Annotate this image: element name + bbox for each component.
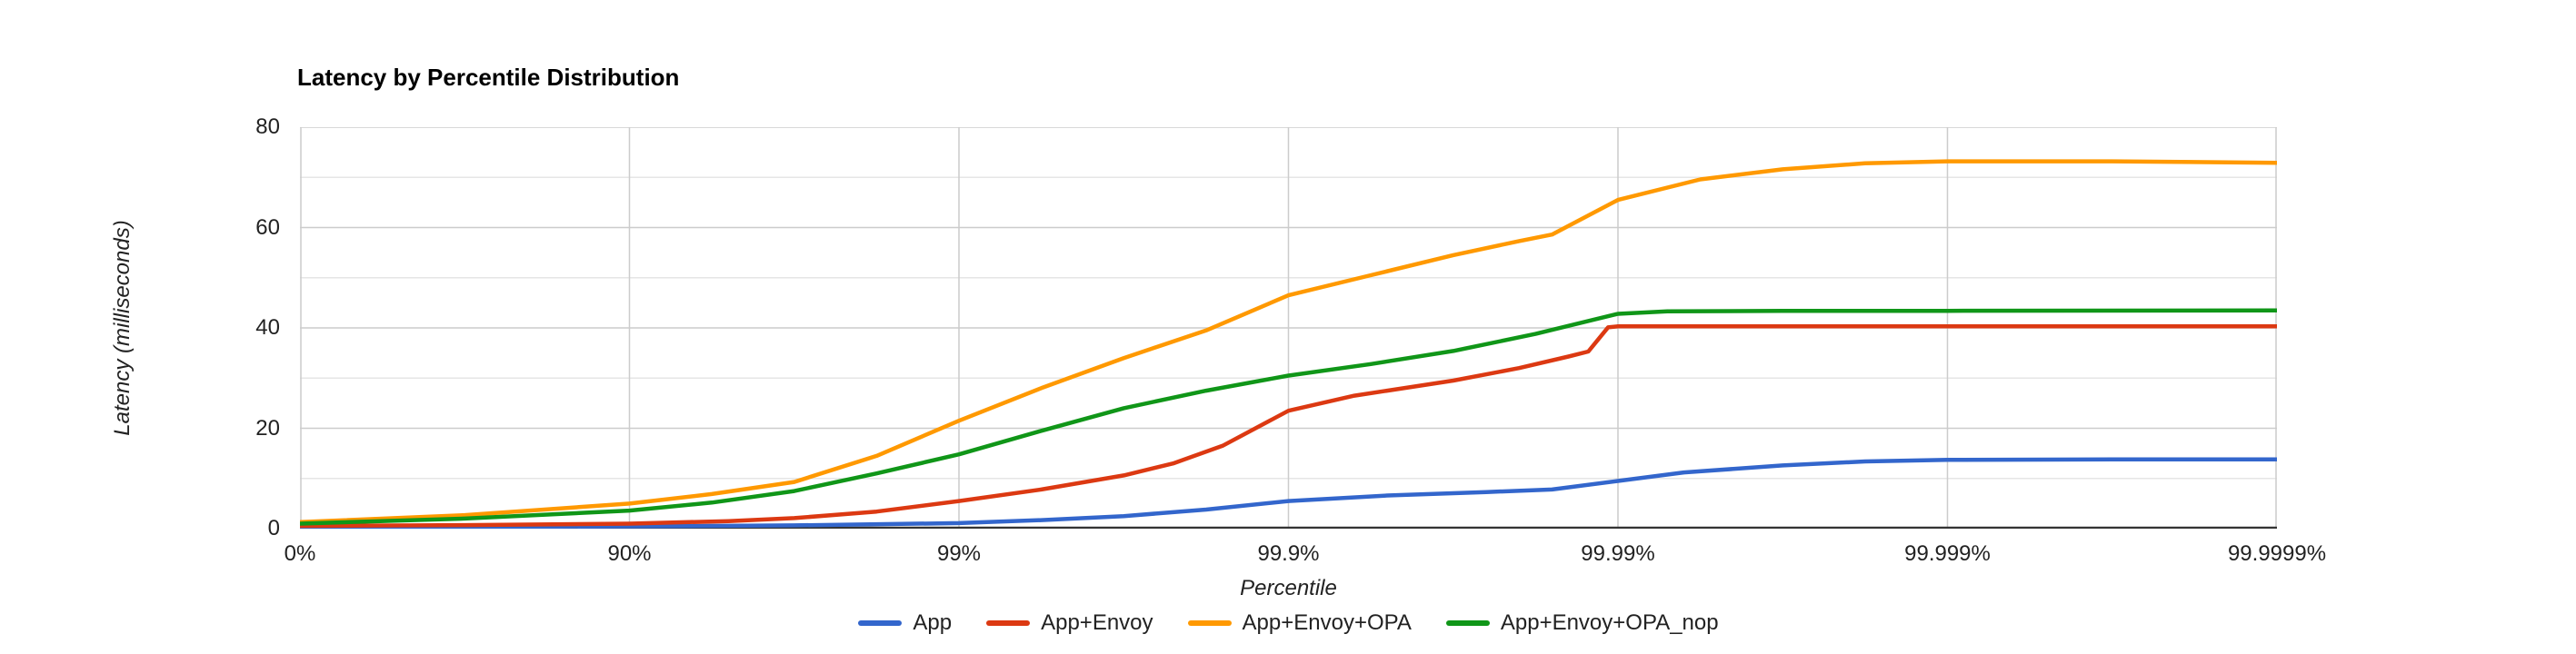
y-tick-label: 60 <box>255 214 280 240</box>
legend-line-swatch <box>1445 620 1490 626</box>
y-tick-label: 40 <box>255 315 280 340</box>
chart-legend: App App+Envoy App+Envoy+OPA App+Envoy+OP… <box>300 610 2277 636</box>
x-tick-label: 0% <box>284 541 316 566</box>
legend-line-swatch <box>858 620 903 626</box>
legend-item-app-envoy-opa-nop: App+Envoy+OPA_nop <box>1445 610 1719 636</box>
x-tick-label: 99.9999% <box>2227 541 2327 566</box>
x-tick-label: 99.999% <box>1904 541 1991 566</box>
x-axis-title: Percentile <box>1240 576 1337 600</box>
legend-line-swatch <box>1187 620 1232 626</box>
x-tick-label: 99.9% <box>1257 541 1320 566</box>
y-tick-label: 20 <box>255 415 280 441</box>
series-line-App <box>300 457 2277 529</box>
legend-label: App+Envoy+OPA_nop <box>1500 610 1719 635</box>
legend-label: App+Envoy <box>1041 610 1153 635</box>
legend-label: App <box>913 610 953 635</box>
legend-item-app: App <box>858 610 952 636</box>
x-tick-label: 90% <box>607 541 652 566</box>
series-line-App+Envoy <box>300 324 2277 529</box>
plot-area <box>300 127 2277 529</box>
y-tick-label: 80 <box>255 114 280 139</box>
legend-item-app-envoy: App+Envoy <box>986 610 1153 636</box>
x-tick-label: 99% <box>936 541 982 566</box>
legend-line-swatch <box>986 620 1031 626</box>
legend-label: App+Envoy+OPA <box>1242 610 1412 635</box>
chart-title: Latency by Percentile Distribution <box>297 64 680 91</box>
series-line-App+Envoy+OPA_nop <box>300 308 2277 526</box>
legend-item-app-envoy-opa: App+Envoy+OPA <box>1187 610 1412 636</box>
y-tick-label: 0 <box>267 516 280 540</box>
x-tick-label: 99.99% <box>1581 541 1655 566</box>
series-line-App+Envoy+OPA <box>300 159 2277 525</box>
